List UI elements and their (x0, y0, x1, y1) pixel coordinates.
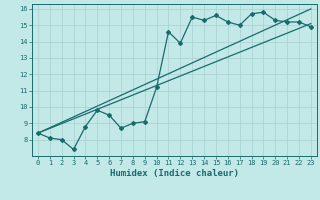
X-axis label: Humidex (Indice chaleur): Humidex (Indice chaleur) (110, 169, 239, 178)
